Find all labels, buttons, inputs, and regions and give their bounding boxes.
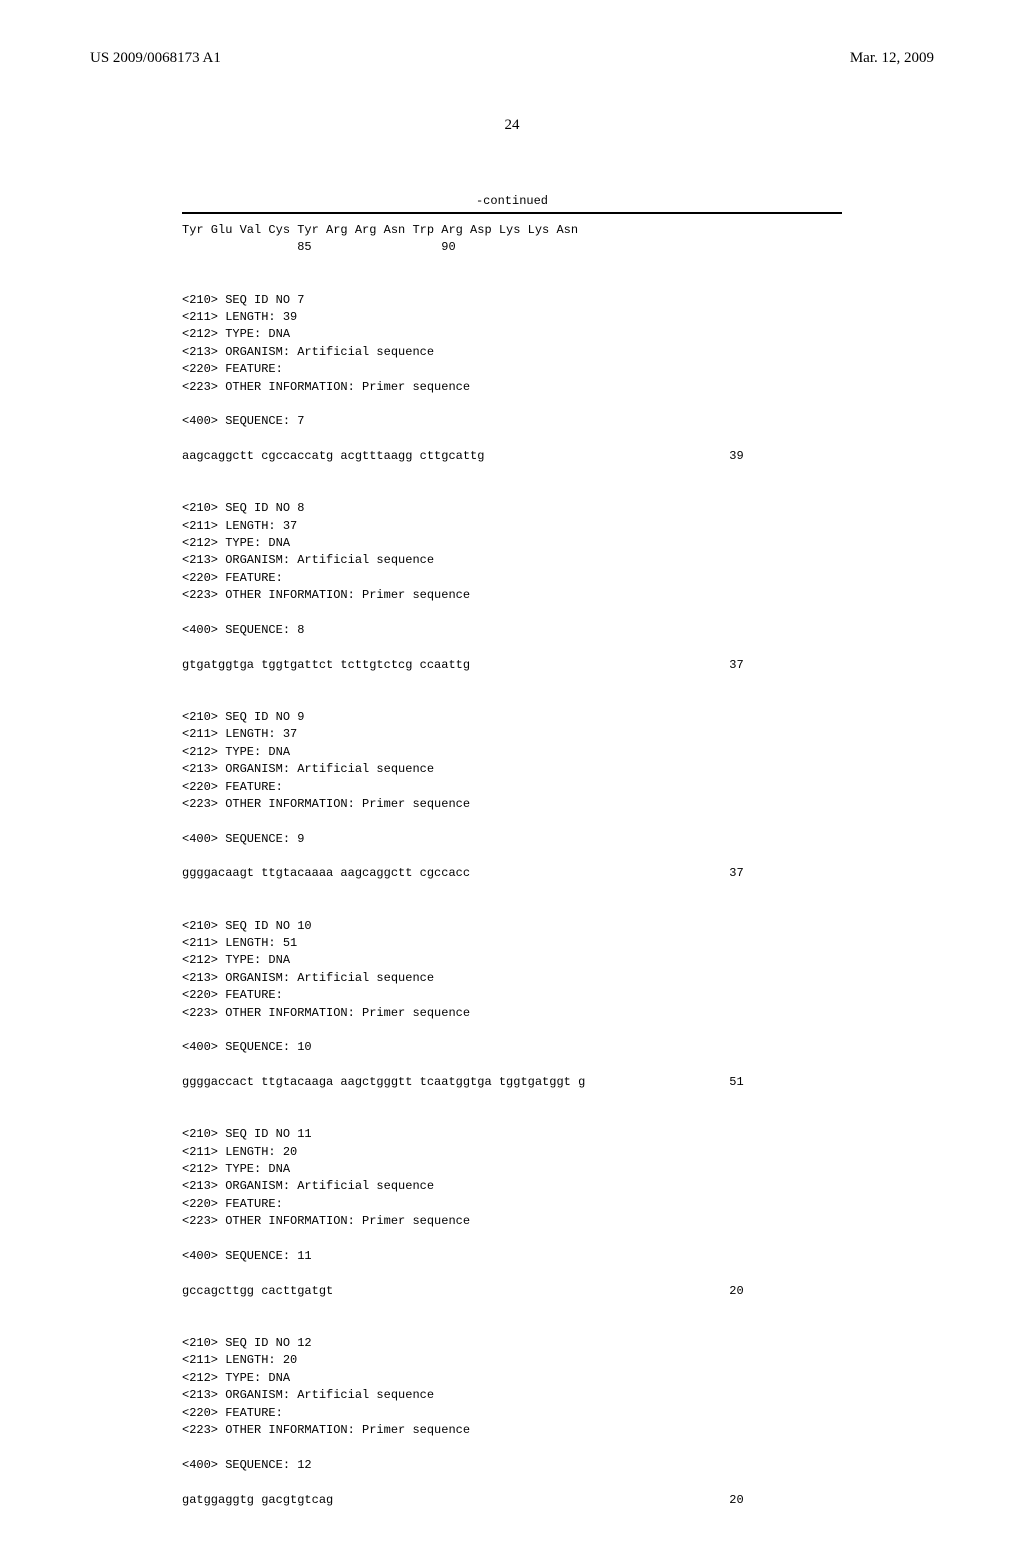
sequence-listing: Tyr Glu Val Cys Tyr Arg Arg Asn Trp Arg … xyxy=(182,222,842,1509)
peptide-pos-85: 85 xyxy=(297,240,311,254)
page-container: US 2009/0068173 A1 Mar. 12, 2009 24 -con… xyxy=(0,0,1024,1549)
doc-date: Mar. 12, 2009 xyxy=(850,50,934,67)
divider-line xyxy=(182,212,842,214)
continued-label: -continued xyxy=(90,194,934,208)
page-number: 24 xyxy=(90,117,934,134)
doc-number: US 2009/0068173 A1 xyxy=(90,50,221,67)
peptide-line: Tyr Glu Val Cys Tyr Arg Arg Asn Trp Arg … xyxy=(182,223,578,237)
peptide-pos-90: 90 xyxy=(441,240,455,254)
page-header: US 2009/0068173 A1 Mar. 12, 2009 xyxy=(90,50,934,67)
sequence-entries: <210> SEQ ID NO 7 <211> LENGTH: 39 <212>… xyxy=(182,292,842,1509)
